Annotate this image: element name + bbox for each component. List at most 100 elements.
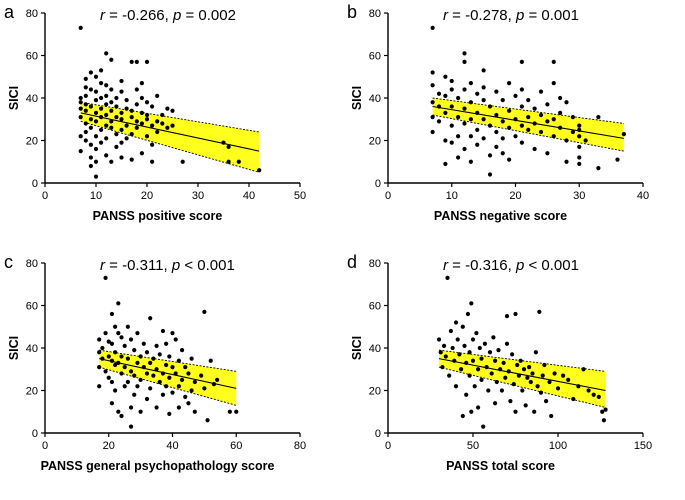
x-tick-label: 100 [549, 440, 567, 452]
data-point [538, 390, 544, 395]
data-point [462, 51, 467, 56]
data-point [430, 100, 435, 105]
data-point [513, 311, 518, 317]
scatter-plot-a: 0 10 20 30 40 50 0 20 40 60 80 PANSS positive score… [4, 2, 306, 223]
data-point [103, 369, 108, 374]
data-point [144, 396, 150, 402]
data-point [134, 125, 139, 130]
data-point [226, 144, 231, 149]
data-point [202, 309, 207, 314]
data-point [503, 375, 508, 380]
data-point [88, 104, 93, 109]
confidence-band [439, 350, 606, 408]
correlation-annotation: r = -0.316, p < 0.001 [443, 257, 579, 274]
panel-letter: a [4, 2, 15, 22]
data-point [500, 98, 505, 103]
stat-p-sym: p [172, 7, 181, 24]
panel-letter: b [347, 2, 357, 22]
data-point [519, 140, 524, 145]
data-point [443, 138, 448, 143]
data-point [135, 331, 140, 336]
data-point [468, 159, 473, 164]
data-point [119, 89, 124, 94]
data-point [430, 70, 435, 75]
data-point [583, 138, 588, 143]
data-point [449, 78, 454, 84]
data-point [596, 394, 601, 399]
data-point [150, 123, 155, 128]
data-point [78, 95, 83, 101]
data-point [523, 403, 528, 408]
data-point [144, 134, 150, 139]
data-point [119, 78, 124, 84]
data-point [519, 87, 524, 92]
data-point [93, 89, 99, 94]
x-tick-label: 50 [294, 190, 306, 202]
data-point [498, 367, 503, 372]
regression-line [432, 105, 624, 139]
stat-r-val: = -0.311, [105, 257, 172, 274]
data-point [467, 373, 472, 378]
data-point [447, 373, 452, 378]
data-point [577, 161, 582, 166]
data-point [530, 371, 535, 376]
data-point [462, 106, 467, 111]
data-point [558, 125, 563, 130]
data-point [443, 93, 448, 98]
data-point [128, 405, 134, 410]
data-point [487, 153, 493, 158]
data-point [481, 98, 486, 103]
y-tick-label: 60 [369, 51, 381, 63]
data-point [440, 365, 445, 370]
data-point [164, 341, 169, 346]
data-point [132, 392, 137, 397]
data-point [538, 129, 544, 135]
data-point [116, 301, 121, 306]
data-point [129, 157, 134, 162]
data-point [189, 388, 194, 393]
data-point [577, 123, 582, 128]
data-point [600, 409, 605, 414]
data-point [462, 146, 467, 152]
ci-upper-line [99, 349, 237, 372]
data-point [106, 339, 111, 344]
data-point [88, 125, 93, 130]
stat-r-sym: r [100, 7, 106, 24]
confidence-band [432, 98, 624, 152]
data-point [88, 155, 93, 160]
y-tick-label: 60 [369, 301, 381, 313]
data-point [139, 95, 144, 101]
y-axis-title: SICI [350, 86, 364, 110]
data-point [122, 384, 127, 389]
data-point [122, 343, 127, 348]
data-point [180, 159, 185, 164]
data-point [542, 362, 547, 368]
data-point [487, 123, 493, 128]
x-axis-title: PANSS positive score [93, 209, 223, 223]
data-point [104, 136, 109, 141]
panel-letter: c [4, 252, 13, 272]
data-point [500, 136, 505, 141]
data-point [545, 102, 550, 107]
data-point [494, 89, 499, 94]
x-tick-label: 30 [192, 190, 204, 202]
data-point [99, 106, 104, 111]
data-point [456, 134, 461, 139]
data-point [211, 382, 217, 387]
data-point [189, 356, 194, 361]
data-point [99, 115, 104, 120]
data-point [513, 93, 518, 98]
stat-p-val: < 0.001 [180, 257, 235, 274]
x-tick-label: 40 [243, 190, 255, 202]
data-point [154, 367, 159, 372]
data-point [457, 352, 462, 357]
data-point [157, 352, 162, 357]
data-point [494, 144, 499, 149]
data-point [154, 405, 159, 410]
data-point [481, 136, 486, 141]
x-tick-label: 20 [141, 190, 153, 202]
x-tick-label: 0 [385, 190, 391, 202]
data-point [97, 365, 102, 370]
data-point [134, 87, 139, 92]
data-point [100, 345, 105, 351]
